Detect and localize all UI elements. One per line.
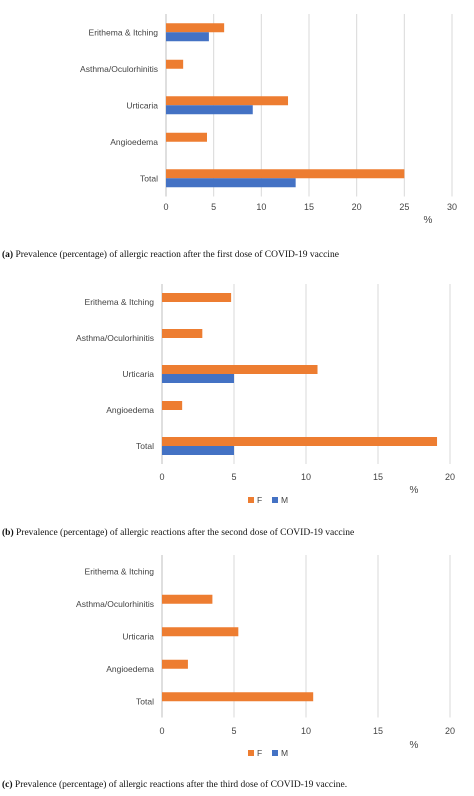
legend-label: F [257,495,262,505]
tick-label: 0 [163,202,168,212]
tick-label: 0 [159,472,164,482]
tick-label: 20 [445,472,455,482]
category-label: Angioedema [110,137,158,147]
tick-label: 0 [159,726,164,736]
caption-label: (c) [2,780,13,790]
legend-label: M [281,748,288,758]
chart-panel-third-dose: Erithema & Itching Asthma/Oculorhinitis Ur… [0,548,474,768]
chart-panel-first-dose: Erithema & Itching Asthma/Oculorhinitis Ur… [0,0,474,230]
caption-second-dose: (b) Prevalence (percentage) of allergic … [2,528,354,538]
bar-f [162,692,314,702]
category-label: Total [136,441,154,451]
bar-m [166,32,209,42]
category-label: Angioedema [106,664,154,674]
caption-third-dose: (c) Prevalence (percentage) of allergic … [2,780,347,790]
caption-label: (a) [2,250,14,260]
bar-m [162,374,234,383]
unit-label: % [410,485,419,496]
category-label: Asthma/Oculorhinitis [76,599,154,609]
bar-f [162,401,183,410]
tick-label: 10 [256,202,266,212]
category-label: Total [140,173,158,183]
caption-label: (b) [2,528,14,538]
bar-f [166,59,184,69]
bar-f [166,132,207,142]
tick-label: 5 [211,202,216,212]
category-label: Urticaria [122,631,154,641]
tick-label: 20 [445,726,455,736]
category-label: Erithema & Itching [85,297,155,307]
legend-label: F [257,748,262,758]
caption-first-dose: (a) Prevalence (percentage) of allergic … [2,250,339,260]
category-label: Angioedema [106,405,154,415]
chart-second-dose: Erithema & Itching Asthma/Oculorhinitis Ur… [76,284,455,505]
category-label: Erithema & Itching [85,566,155,576]
tick-label: 20 [352,202,362,212]
category-label: Urticaria [122,369,154,379]
bar-f [162,627,239,637]
tick-label: 10 [301,472,311,482]
bar-f [162,365,318,374]
tick-label: 25 [399,202,409,212]
tick-label: 5 [231,472,236,482]
tick-label: 30 [447,202,457,212]
tick-label: 10 [301,726,311,736]
tick-label: 5 [231,726,236,736]
bar-f [166,169,405,179]
legend-swatch-f [248,750,254,756]
tick-label: 15 [373,726,383,736]
unit-label: % [410,740,419,751]
legend-swatch-f [248,497,254,503]
bar-f [162,329,203,338]
bar-f [166,23,225,33]
category-label: Urticaria [126,100,158,110]
unit-label: % [424,215,433,226]
bar-f [162,659,188,669]
category-label: Erithema & Itching [89,27,159,37]
chart-panel-second-dose: Erithema & Itching Asthma/Oculorhinitis Ur… [0,280,474,515]
legend-swatch-m [272,750,278,756]
bar-f [162,293,232,302]
bar-m [162,446,234,455]
category-label: Total [136,696,154,706]
category-label: Asthma/Oculorhinitis [76,333,154,343]
caption-text: Prevalence (percentage) of allergic reac… [12,780,348,790]
caption-text: Prevalence (percentage) of allergic reac… [13,528,355,538]
legend-label: M [281,495,288,505]
chart-first-dose: Erithema & Itching Asthma/Oculorhinitis Ur… [80,14,457,226]
bar-f [162,437,438,446]
bar-m [166,105,253,115]
legend-swatch-m [272,497,278,503]
tick-label: 15 [304,202,314,212]
category-label: Asthma/Oculorhinitis [80,64,158,74]
tick-label: 15 [373,472,383,482]
chart-third-dose: Erithema & Itching Asthma/Oculorhinitis Ur… [76,555,455,758]
bar-f [162,594,213,604]
bar-m [166,178,296,188]
caption-text: Prevalence (percentage) of allergic reac… [13,250,339,260]
bar-f [166,96,289,106]
